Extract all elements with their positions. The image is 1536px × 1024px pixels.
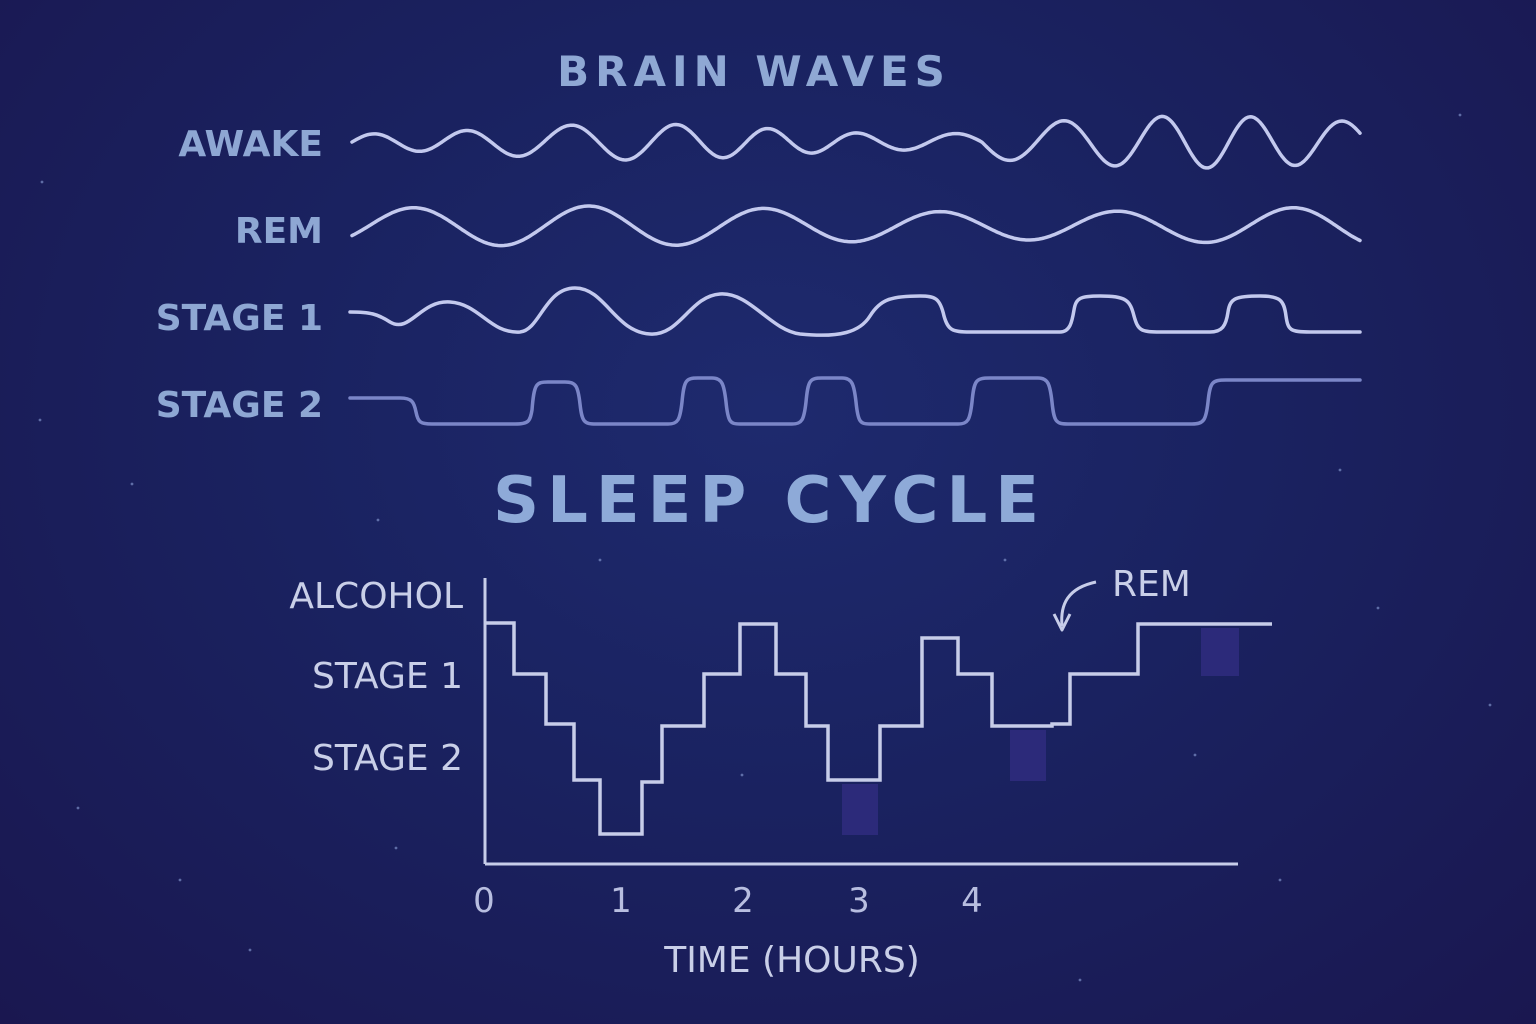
star-dot — [1376, 606, 1380, 610]
rem-block — [1201, 628, 1239, 676]
star-dot — [38, 418, 42, 422]
star-dot — [1003, 558, 1007, 562]
x-tick-1: 1 — [610, 881, 632, 921]
y-label-alcohol: ALCOHOL — [289, 576, 463, 617]
y-label-stage1: STAGE 1 — [312, 656, 463, 697]
rem-arrow-head-icon — [1052, 613, 1072, 632]
star-dot — [130, 482, 134, 486]
rem-block — [842, 784, 878, 835]
x-tick-3: 3 — [848, 881, 870, 921]
star-dot — [1193, 753, 1197, 757]
wave-label-stage1: STAGE 1 — [156, 298, 323, 339]
star-dot — [376, 518, 380, 522]
star-dot — [1458, 113, 1462, 117]
rem-block — [1010, 730, 1046, 781]
star-dot — [248, 948, 252, 952]
rem-wave — [350, 204, 1362, 248]
stage1-wave — [348, 286, 1362, 337]
star-dot — [178, 878, 182, 882]
star-dot — [1338, 468, 1342, 472]
x-tick-0: 0 — [473, 881, 495, 921]
star-dot — [76, 806, 80, 810]
x-tick-4: 4 — [961, 881, 983, 921]
sleep-cycle-title: SLEEP CYCLE — [493, 464, 1047, 538]
star-dot — [1488, 703, 1492, 707]
rem-arrow-curve — [1060, 580, 1097, 627]
x-axis-title: TIME (HOURS) — [663, 940, 920, 981]
star-dot — [394, 846, 398, 850]
star-dot — [598, 558, 602, 562]
rem-annotation: REM — [1112, 564, 1191, 605]
star-dot — [1278, 878, 1282, 882]
star-dot — [40, 180, 44, 184]
sleep-cycle-step-line — [486, 621, 1272, 836]
awake-wave — [350, 114, 1362, 170]
star-field — [38, 113, 1492, 982]
y-label-stage2: STAGE 2 — [312, 738, 463, 779]
x-tick-2: 2 — [732, 881, 754, 921]
stage2-wave — [348, 376, 1362, 426]
wave-label-rem: REM — [235, 211, 323, 252]
star-dot — [740, 773, 744, 777]
brain-waves-title: BRAIN WAVES — [557, 47, 951, 96]
star-dot — [1078, 978, 1082, 982]
wave-label-stage2: STAGE 2 — [156, 385, 323, 426]
wave-label-awake: AWAKE — [178, 124, 323, 165]
